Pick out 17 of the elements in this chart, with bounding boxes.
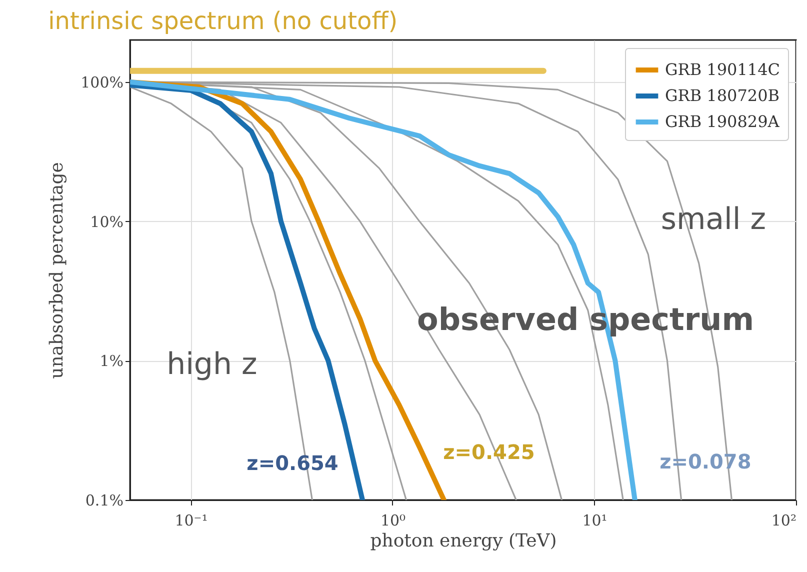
annotation: high z <box>166 347 258 382</box>
y-tick-label: 100% <box>80 73 124 92</box>
chart-title: intrinsic spectrum (no cutoff) <box>48 7 398 35</box>
y-axis-title: unabsorbed percentage <box>46 162 68 379</box>
y-tick-label: 10% <box>90 212 124 231</box>
y-tick-label: 0.1% <box>85 492 124 510</box>
y-tick-label: 1% <box>100 352 124 370</box>
legend-label: GRB 190114C <box>665 60 780 79</box>
legend-label: GRB 190829A <box>665 112 780 131</box>
x-tick-label: 10¹ <box>582 512 608 530</box>
x-axis-title: photon energy (TeV) <box>370 530 557 552</box>
annotation: z=0.425 <box>443 440 535 464</box>
legend-label: GRB 180720B <box>665 86 780 105</box>
x-tick-label: 10⁻¹ <box>174 512 208 530</box>
x-tick-label: 10² <box>771 512 796 530</box>
annotation: z=0.654 <box>246 451 338 476</box>
x-tick-label: 10⁰ <box>380 512 406 530</box>
